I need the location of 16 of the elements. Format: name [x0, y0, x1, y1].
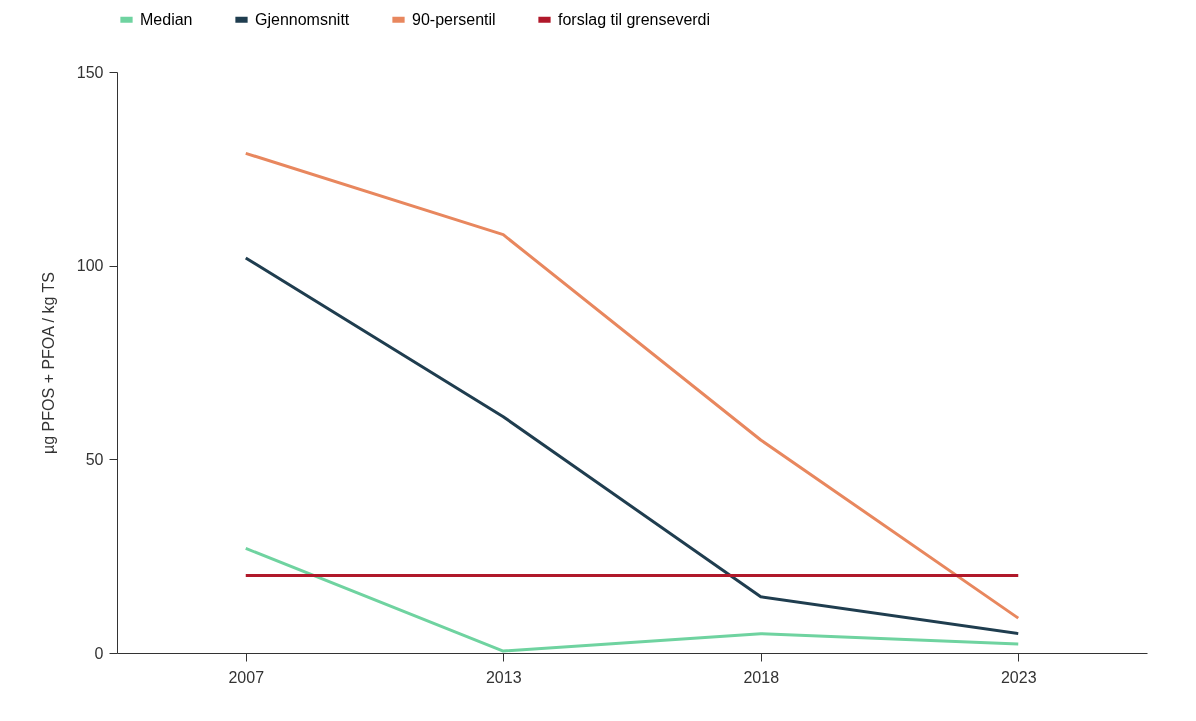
line-series — [244, 546, 1020, 653]
legend-label: forslag til grenseverdi — [558, 10, 711, 28]
y-tick-label: 100 — [76, 257, 104, 275]
x-tick-label: 2018 — [743, 668, 780, 686]
legend-label: Median — [140, 10, 193, 28]
y-tick-label: 0 — [94, 644, 104, 662]
y-tick-label: 50 — [85, 450, 104, 468]
x-tick-label: 2013 — [485, 668, 522, 686]
legend-label: Gjennomsnitt — [255, 10, 350, 28]
line-series — [244, 256, 1020, 636]
x-tick-label: 2023 — [1000, 668, 1037, 686]
x-tick-label: 2007 — [228, 668, 265, 686]
line-series — [244, 151, 1020, 620]
legend-label: 90-persentil — [412, 10, 496, 28]
y-tick-label: 150 — [76, 63, 104, 81]
y-axis-title: µg PFOS + PFOA / kg TS — [39, 272, 57, 454]
